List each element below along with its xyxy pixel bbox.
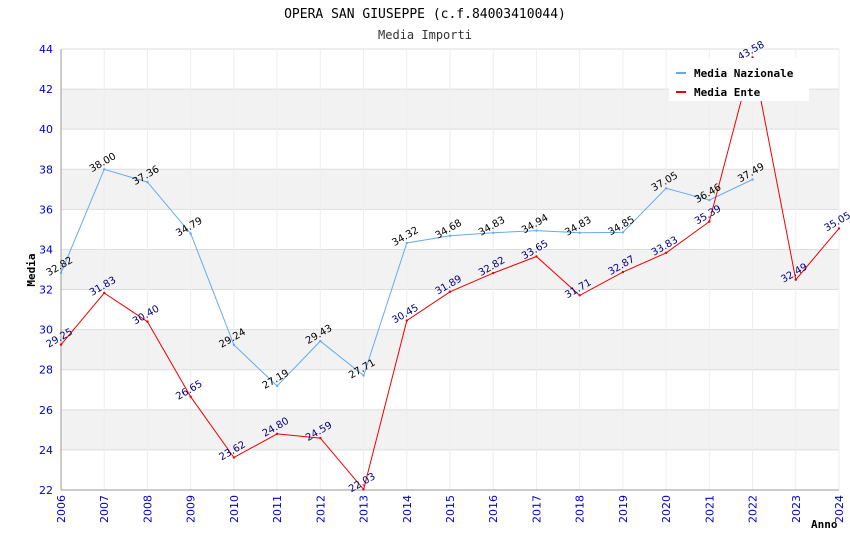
data-label: 34.68 [434,218,464,242]
y-tick-label: 30 [39,324,53,337]
data-point [621,231,625,234]
x-tick-label: 2006 [55,495,68,523]
data-point [103,168,106,171]
x-tick-label: 2019 [617,495,630,523]
data-point [708,198,711,202]
data-point [275,384,279,388]
data-point [492,231,495,235]
data-point [146,180,149,184]
chart-title: OPERA SAN GIUSEPPE (c.f.84003410044) [284,7,566,22]
data-point [621,270,625,274]
data-label: 34.94 [520,213,550,237]
data-point [189,232,192,235]
legend-box [669,58,809,101]
x-tick-label: 2013 [358,495,371,523]
data-label: 34.85 [606,214,636,238]
x-tick-label: 2015 [444,495,457,523]
data-label: 35.05 [823,210,850,234]
data-point [794,278,797,281]
x-tick-label: 2016 [487,495,500,523]
data-point [189,395,192,398]
y-tick-label: 26 [39,404,53,417]
data-point [448,290,452,293]
y-tick-label: 28 [39,364,53,377]
data-label: 27.19 [261,368,291,392]
y-tick-label: 32 [39,284,53,297]
data-point [664,251,668,255]
data-point [275,432,279,436]
data-point [319,436,322,440]
x-tick-label: 2018 [574,495,587,523]
y-tick-label: 44 [39,43,53,56]
x-tick-label: 2014 [401,495,414,523]
x-tick-label: 2007 [98,495,111,523]
legend-entry: Media Nazionale [694,67,794,80]
x-tick-label: 2023 [790,495,803,523]
y-axis-label: Media [25,253,38,286]
data-point [232,456,236,459]
y-tick-label: 40 [39,123,53,136]
data-point [837,227,841,230]
legend-entry: Media Ente [694,86,761,99]
series-lines [59,56,841,491]
data-label: 34.83 [563,215,593,239]
x-tick-label: 2021 [703,495,716,523]
y-tick-labels: 22 24 26 28 30 32 34 36 38 40 42 44 [39,43,53,497]
y-tick-label: 24 [39,444,53,457]
x-tick-label: 2008 [141,495,154,523]
x-axis-label: Anno [811,518,838,531]
data-label: 34.32 [390,225,420,249]
chart-subtitle: Media Importi [378,28,472,42]
x-tick-label: 2012 [314,495,327,523]
data-point [405,319,408,322]
data-point [362,374,365,377]
y-tick-label: 38 [39,163,53,176]
data-label: 30.40 [131,304,161,328]
data-point [492,271,495,275]
x-tick-label: 2024 [833,495,846,523]
legend: Media Nazionale Media Ente [669,58,809,101]
data-point [232,343,236,347]
data-point [664,187,668,190]
y-tick-label: 34 [39,243,53,256]
data-point [578,294,581,297]
data-label: 34.83 [477,215,507,239]
x-tick-label: 2009 [185,495,198,523]
x-tick-label: 2017 [530,495,543,523]
data-point [578,231,581,235]
data-point [751,178,754,181]
data-label: 26.65 [174,379,204,403]
y-tick-label: 36 [39,203,53,216]
x-tick-label: 2020 [660,495,673,523]
axes [60,49,839,491]
data-point [708,220,711,223]
data-point [405,241,408,245]
grid [60,48,840,491]
data-point [448,234,452,238]
data-point [146,320,149,323]
data-point [59,343,63,346]
data-point [59,271,63,275]
y-tick-label: 42 [39,83,53,96]
x-tick-label: 2010 [228,495,241,523]
data-point [535,229,538,232]
data-point [362,488,365,491]
x-tick-label: 2011 [271,495,284,523]
data-point [103,291,106,295]
data-point [319,339,322,343]
data-label: 30.45 [390,303,420,327]
y-tick-label: 22 [39,484,53,497]
x-tick-labels: 2006 2007 2008 2009 2010 2011 2012 2013 2014 2015… [55,495,846,523]
x-tick-label: 2022 [747,495,760,523]
data-point [535,255,538,258]
